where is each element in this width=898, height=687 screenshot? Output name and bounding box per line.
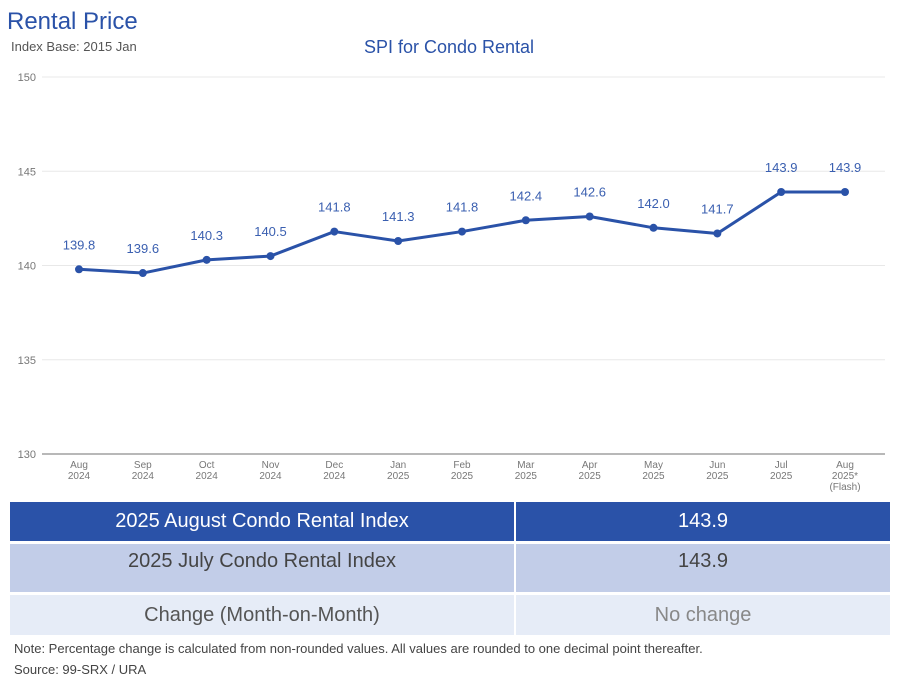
x-tick-label: Jan: [390, 460, 406, 471]
x-tick-label: 2025*: [832, 471, 858, 482]
y-tick-label: 130: [18, 449, 36, 461]
x-tick-label: 2024: [323, 471, 346, 482]
x-tick-label: 2025: [387, 471, 410, 482]
x-tick-label: Aug: [70, 460, 88, 471]
row-label: 2025 July Condo Rental Index: [10, 544, 514, 592]
data-point: [266, 252, 275, 261]
x-tick-label: Sep: [134, 460, 152, 471]
x-tick-label: 2025: [770, 471, 793, 482]
y-tick-label: 150: [18, 72, 36, 84]
data-label: 141.8: [318, 200, 351, 215]
row-value: 143.9: [516, 502, 890, 541]
data-label: 143.9: [829, 160, 862, 175]
data-point: [713, 229, 722, 238]
data-label: 143.9: [765, 160, 798, 175]
x-tick-label: (Flash): [829, 482, 860, 493]
footnote: Note: Percentage change is calculated fr…: [14, 641, 703, 656]
data-point: [521, 216, 530, 225]
data-label: 141.3: [382, 209, 415, 224]
data-label: 139.6: [127, 241, 160, 256]
index-base-subtitle: Index Base: 2015 Jan: [11, 39, 137, 54]
data-point: [458, 227, 466, 236]
table-row: 2025 July Condo Rental Index 143.9: [10, 544, 890, 592]
data-label: 141.8: [446, 200, 479, 215]
x-tick-label: Feb: [453, 460, 471, 471]
x-tick-label: Nov: [262, 460, 280, 471]
x-tick-label: 2025: [706, 471, 729, 482]
data-point: [841, 187, 849, 196]
x-tick-label: Apr: [582, 460, 598, 471]
data-point: [75, 265, 83, 274]
row-label: 2025 August Condo Rental Index: [10, 502, 514, 541]
data-label: 142.0: [637, 196, 670, 211]
table-row: 2025 August Condo Rental Index 143.9: [10, 502, 890, 541]
x-tick-label: 2024: [196, 471, 219, 482]
x-tick-label: 2024: [132, 471, 155, 482]
table-row: Change (Month-on-Month) No change: [10, 595, 890, 635]
row-value: No change: [516, 595, 890, 635]
x-tick-label: 2025: [515, 471, 538, 482]
x-tick-label: Oct: [199, 460, 215, 471]
page-title: Rental Price: [7, 8, 138, 35]
summary-table: 2025 August Condo Rental Index 143.9 202…: [10, 502, 890, 638]
data-point: [649, 223, 658, 232]
x-tick-label: 2025: [642, 471, 665, 482]
x-tick-label: 2025: [579, 471, 602, 482]
x-tick-label: Jun: [709, 460, 725, 471]
data-label: 142.6: [573, 184, 606, 199]
data-label: 140.5: [254, 224, 287, 239]
x-tick-label: Dec: [325, 460, 343, 471]
x-tick-label: 2024: [68, 471, 91, 482]
data-label: 142.4: [510, 188, 543, 203]
row-value: 143.9: [516, 544, 890, 592]
row-label: Change (Month-on-Month): [10, 595, 514, 635]
x-tick-label: 2024: [259, 471, 282, 482]
y-tick-label: 135: [18, 355, 36, 367]
data-point: [394, 236, 403, 245]
chart-title: SPI for Condo Rental: [363, 37, 535, 57]
source-note: Source: 99-SRX / URA: [14, 662, 147, 677]
data-label: 139.8: [63, 237, 96, 252]
data-point: [330, 227, 339, 236]
x-tick-label: Mar: [517, 460, 535, 471]
x-tick-label: 2025: [451, 471, 474, 482]
x-tick-label: Jul: [775, 460, 788, 471]
line-chart: 130135140145150Aug2024Sep2024Oct2024Nov2…: [18, 72, 885, 493]
x-tick-label: Aug: [836, 460, 854, 471]
y-tick-label: 140: [18, 261, 36, 273]
data-point: [138, 269, 147, 278]
data-point: [777, 187, 786, 196]
x-tick-label: May: [644, 460, 663, 471]
data-label: 141.7: [701, 201, 734, 216]
data-point: [585, 212, 594, 221]
data-label: 140.3: [190, 228, 223, 243]
y-tick-label: 145: [18, 166, 36, 178]
data-point: [202, 255, 211, 264]
